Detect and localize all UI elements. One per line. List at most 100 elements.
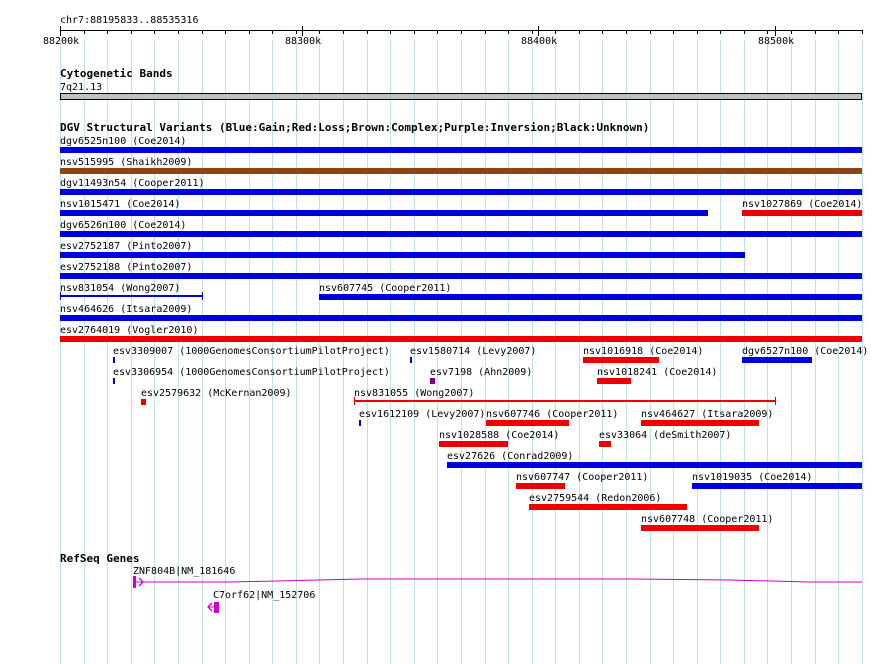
ruler-minor-tick <box>485 30 486 34</box>
dgv-feature-bar[interactable] <box>60 147 862 153</box>
dgv-feature-bar[interactable] <box>60 336 862 342</box>
ruler-minor-tick <box>202 30 203 34</box>
gridline <box>461 40 462 664</box>
dgv-feature-label[interactable]: nsv831055 (Wong2007) <box>354 388 475 399</box>
ruler-minor-tick <box>838 30 839 34</box>
dgv-feature-label[interactable]: dgv6526n100 (Coe2014) <box>60 220 187 231</box>
ruler-major-tick <box>302 26 303 36</box>
dgv-feature-bar[interactable] <box>60 168 862 174</box>
ruler-minor-tick <box>532 30 533 34</box>
dgv-feature-label[interactable]: esv2752187 (Pinto2007) <box>60 241 193 252</box>
dgv-feature-bar[interactable] <box>359 420 361 426</box>
dgv-feature-label[interactable]: esv2579632 (McKernan2009) <box>141 388 292 399</box>
ruler-major-tick <box>775 26 776 36</box>
dgv-feature-bar[interactable] <box>486 420 569 426</box>
gridline <box>508 40 509 664</box>
dgv-feature-label[interactable]: dgv6527n100 (Coe2014) <box>742 346 869 357</box>
dgv-feature-label[interactable]: esv2759544 (Redon2006) <box>529 493 662 504</box>
dgv-feature-bar[interactable] <box>641 420 759 426</box>
dgv-feature-label[interactable]: dgv6525n100 (Coe2014) <box>60 136 187 147</box>
dgv-feature-label[interactable]: nsv831054 (Wong2007) <box>60 283 181 294</box>
ruler-minor-tick <box>720 30 721 34</box>
dgv-feature-bar[interactable] <box>113 378 115 384</box>
dgv-feature-bar[interactable] <box>60 231 862 237</box>
dgv-feature-label[interactable]: nsv1028588 (Coe2014) <box>439 430 560 441</box>
gridline <box>815 40 816 664</box>
ruler-minor-tick <box>862 30 863 34</box>
ruler-tick-label: 88400k <box>521 36 558 47</box>
dgv-feature-label[interactable]: nsv1027869 (Coe2014) <box>742 199 863 210</box>
dgv-feature-bar[interactable] <box>60 273 862 279</box>
dgv-feature-label[interactable]: nsv607745 (Cooper2011) <box>319 283 452 294</box>
gridline <box>367 40 368 664</box>
dgv-feature-label[interactable]: nsv464627 (Itsara2009) <box>641 409 774 420</box>
dgv-feature-label[interactable]: esv2752188 (Pinto2007) <box>60 262 193 273</box>
dgv-feature-bar[interactable] <box>529 504 687 510</box>
ruler-minor-tick <box>154 30 155 34</box>
dgv-feature-label[interactable]: nsv1019035 (Coe2014) <box>692 472 813 483</box>
ruler-major-tick <box>60 26 61 36</box>
gridline <box>650 40 651 664</box>
ruler-minor-tick <box>579 30 580 34</box>
dgv-feature-bar[interactable] <box>597 378 631 384</box>
dgv-feature-bar[interactable] <box>60 252 745 258</box>
refseq-gene-model[interactable] <box>202 600 222 614</box>
refseq-gene-label[interactable]: C7orf62|NM_152706 <box>213 590 316 601</box>
ruler-minor-tick <box>296 30 297 34</box>
dgv-feature-label[interactable]: nsv607747 (Cooper2011) <box>516 472 649 483</box>
dgv-feature-label[interactable]: esv1612109 (Levy2007) <box>359 409 486 420</box>
dgv-feature-label[interactable]: esv2764019 (Vogler2010) <box>60 325 199 336</box>
dgv-feature-bar[interactable] <box>742 357 812 363</box>
dgv-feature-label[interactable]: nsv1016918 (Coe2014) <box>583 346 704 357</box>
gridline <box>319 40 320 664</box>
cytoband-label: 7q21.13 <box>60 82 103 93</box>
dgv-feature-label[interactable]: esv1580714 (Levy2007) <box>410 346 537 357</box>
dgv-feature-label[interactable]: esv33064 (deSmith2007) <box>599 430 732 441</box>
refseq-gene-label[interactable]: ZNF804B|NM_181646 <box>133 566 236 577</box>
dgv-feature-label[interactable]: nsv607748 (Cooper2011) <box>641 514 774 525</box>
gridline <box>249 40 250 664</box>
dgv-feature-bar[interactable] <box>692 483 862 489</box>
dgv-feature-bar[interactable] <box>60 295 203 297</box>
dgv-feature-bar[interactable] <box>113 357 115 363</box>
dgv-feature-label[interactable]: esv3309007 (1000GenomesConsortiumPilotPr… <box>113 346 390 357</box>
gridline <box>437 40 438 664</box>
gridline <box>202 40 203 664</box>
ruler-minor-tick <box>319 30 320 34</box>
gridline <box>791 40 792 664</box>
dgv-feature-label[interactable]: nsv515995 (Shaikh2009) <box>60 157 193 168</box>
dgv-feature-label[interactable]: dgv11493n54 (Cooper2011) <box>60 178 205 189</box>
dgv-feature-bar[interactable] <box>141 399 146 405</box>
dgv-feature-label[interactable]: esv27626 (Conrad2009) <box>447 451 574 462</box>
dgv-feature-label[interactable]: nsv1018241 (Coe2014) <box>597 367 718 378</box>
dgv-feature-bar[interactable] <box>742 210 862 216</box>
ruler-minor-tick <box>815 30 816 34</box>
dgv-feature-bar[interactable] <box>60 315 862 321</box>
dgv-feature-bar[interactable] <box>410 357 412 363</box>
dgv-feature-bar[interactable] <box>60 189 862 195</box>
ruler-minor-tick <box>767 30 768 34</box>
dgv-feature-bar[interactable] <box>60 210 708 216</box>
gridline <box>720 40 721 664</box>
dgv-feature-bar[interactable] <box>439 441 508 447</box>
dgv-feature-label[interactable]: nsv1015471 (Coe2014) <box>60 199 181 210</box>
dgv-feature-bar[interactable] <box>599 441 611 447</box>
cytoband-bar[interactable] <box>60 93 862 100</box>
dgv-feature-label[interactable]: nsv464626 (Itsara2009) <box>60 304 193 315</box>
dgv-feature-bar[interactable] <box>583 357 659 363</box>
ruler-tick-label: 88300k <box>285 36 322 47</box>
dgv-feature-bar[interactable] <box>354 400 776 402</box>
dgv-feature-bar[interactable] <box>319 294 862 300</box>
dgv-feature-bar[interactable] <box>430 378 435 384</box>
gridline <box>579 40 580 664</box>
dgv-feature-label[interactable]: esv7198 (Ahn2009) <box>430 367 533 378</box>
refseq-gene-model[interactable] <box>130 575 870 589</box>
dgv-feature-bar[interactable] <box>641 525 759 531</box>
gridline <box>343 40 344 664</box>
dgv-feature-bar[interactable] <box>516 483 565 489</box>
dgv-feature-label[interactable]: esv3306954 (1000GenomesConsortiumPilotPr… <box>113 367 390 378</box>
gridline <box>555 40 556 664</box>
dgv-feature-label[interactable]: nsv607746 (Cooper2011) <box>486 409 619 420</box>
dgv-feature-bar[interactable] <box>447 462 862 468</box>
ruler-minor-tick <box>272 30 273 34</box>
